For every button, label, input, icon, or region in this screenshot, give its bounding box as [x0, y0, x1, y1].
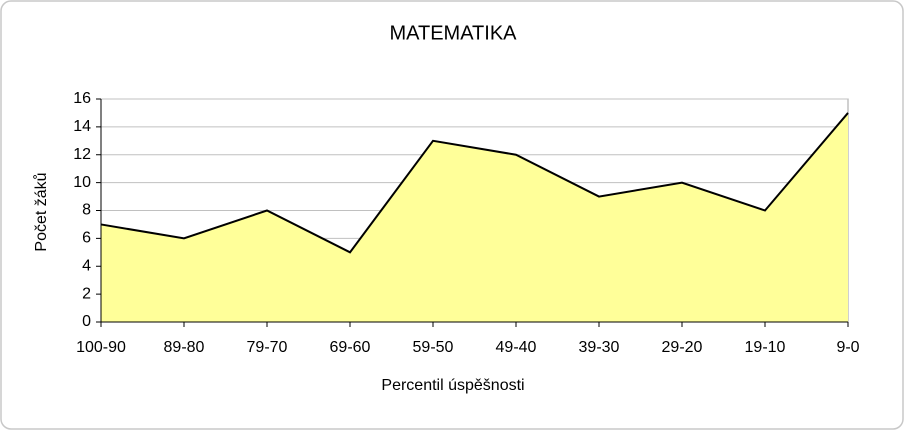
- x-tick-label: 89-80: [164, 339, 205, 356]
- x-tick-label: 29-20: [662, 339, 703, 356]
- x-tick-label: 69-60: [330, 339, 371, 356]
- x-tick-label: 59-50: [413, 339, 454, 356]
- chart-title: MATEMATIKA: [389, 22, 517, 44]
- y-tick-label: 2: [82, 285, 91, 302]
- y-tick-label: 0: [82, 313, 91, 330]
- x-tick-label: 39-30: [579, 339, 620, 356]
- x-tick-label: 49-40: [496, 339, 537, 356]
- y-tick-label: 10: [73, 174, 91, 191]
- x-tick-label: 79-70: [247, 339, 288, 356]
- x-tick-label: 19-10: [745, 339, 786, 356]
- y-axis-label: Počet žáků: [32, 172, 50, 251]
- x-tick-label: 9-0: [836, 339, 859, 356]
- y-tick-label: 16: [73, 90, 91, 107]
- x-axis-label: Percentil úspěšnosti: [381, 377, 524, 394]
- line: [100, 112, 849, 254]
- y-tick-label: 14: [73, 118, 91, 135]
- area: [101, 112, 848, 322]
- x-tick-label: 100-90: [76, 339, 126, 356]
- y-tick-label: 6: [82, 230, 91, 247]
- y-tick-label: 4: [82, 257, 91, 274]
- y-tick-label: 8: [82, 202, 91, 219]
- y-tick-label: 12: [73, 146, 91, 163]
